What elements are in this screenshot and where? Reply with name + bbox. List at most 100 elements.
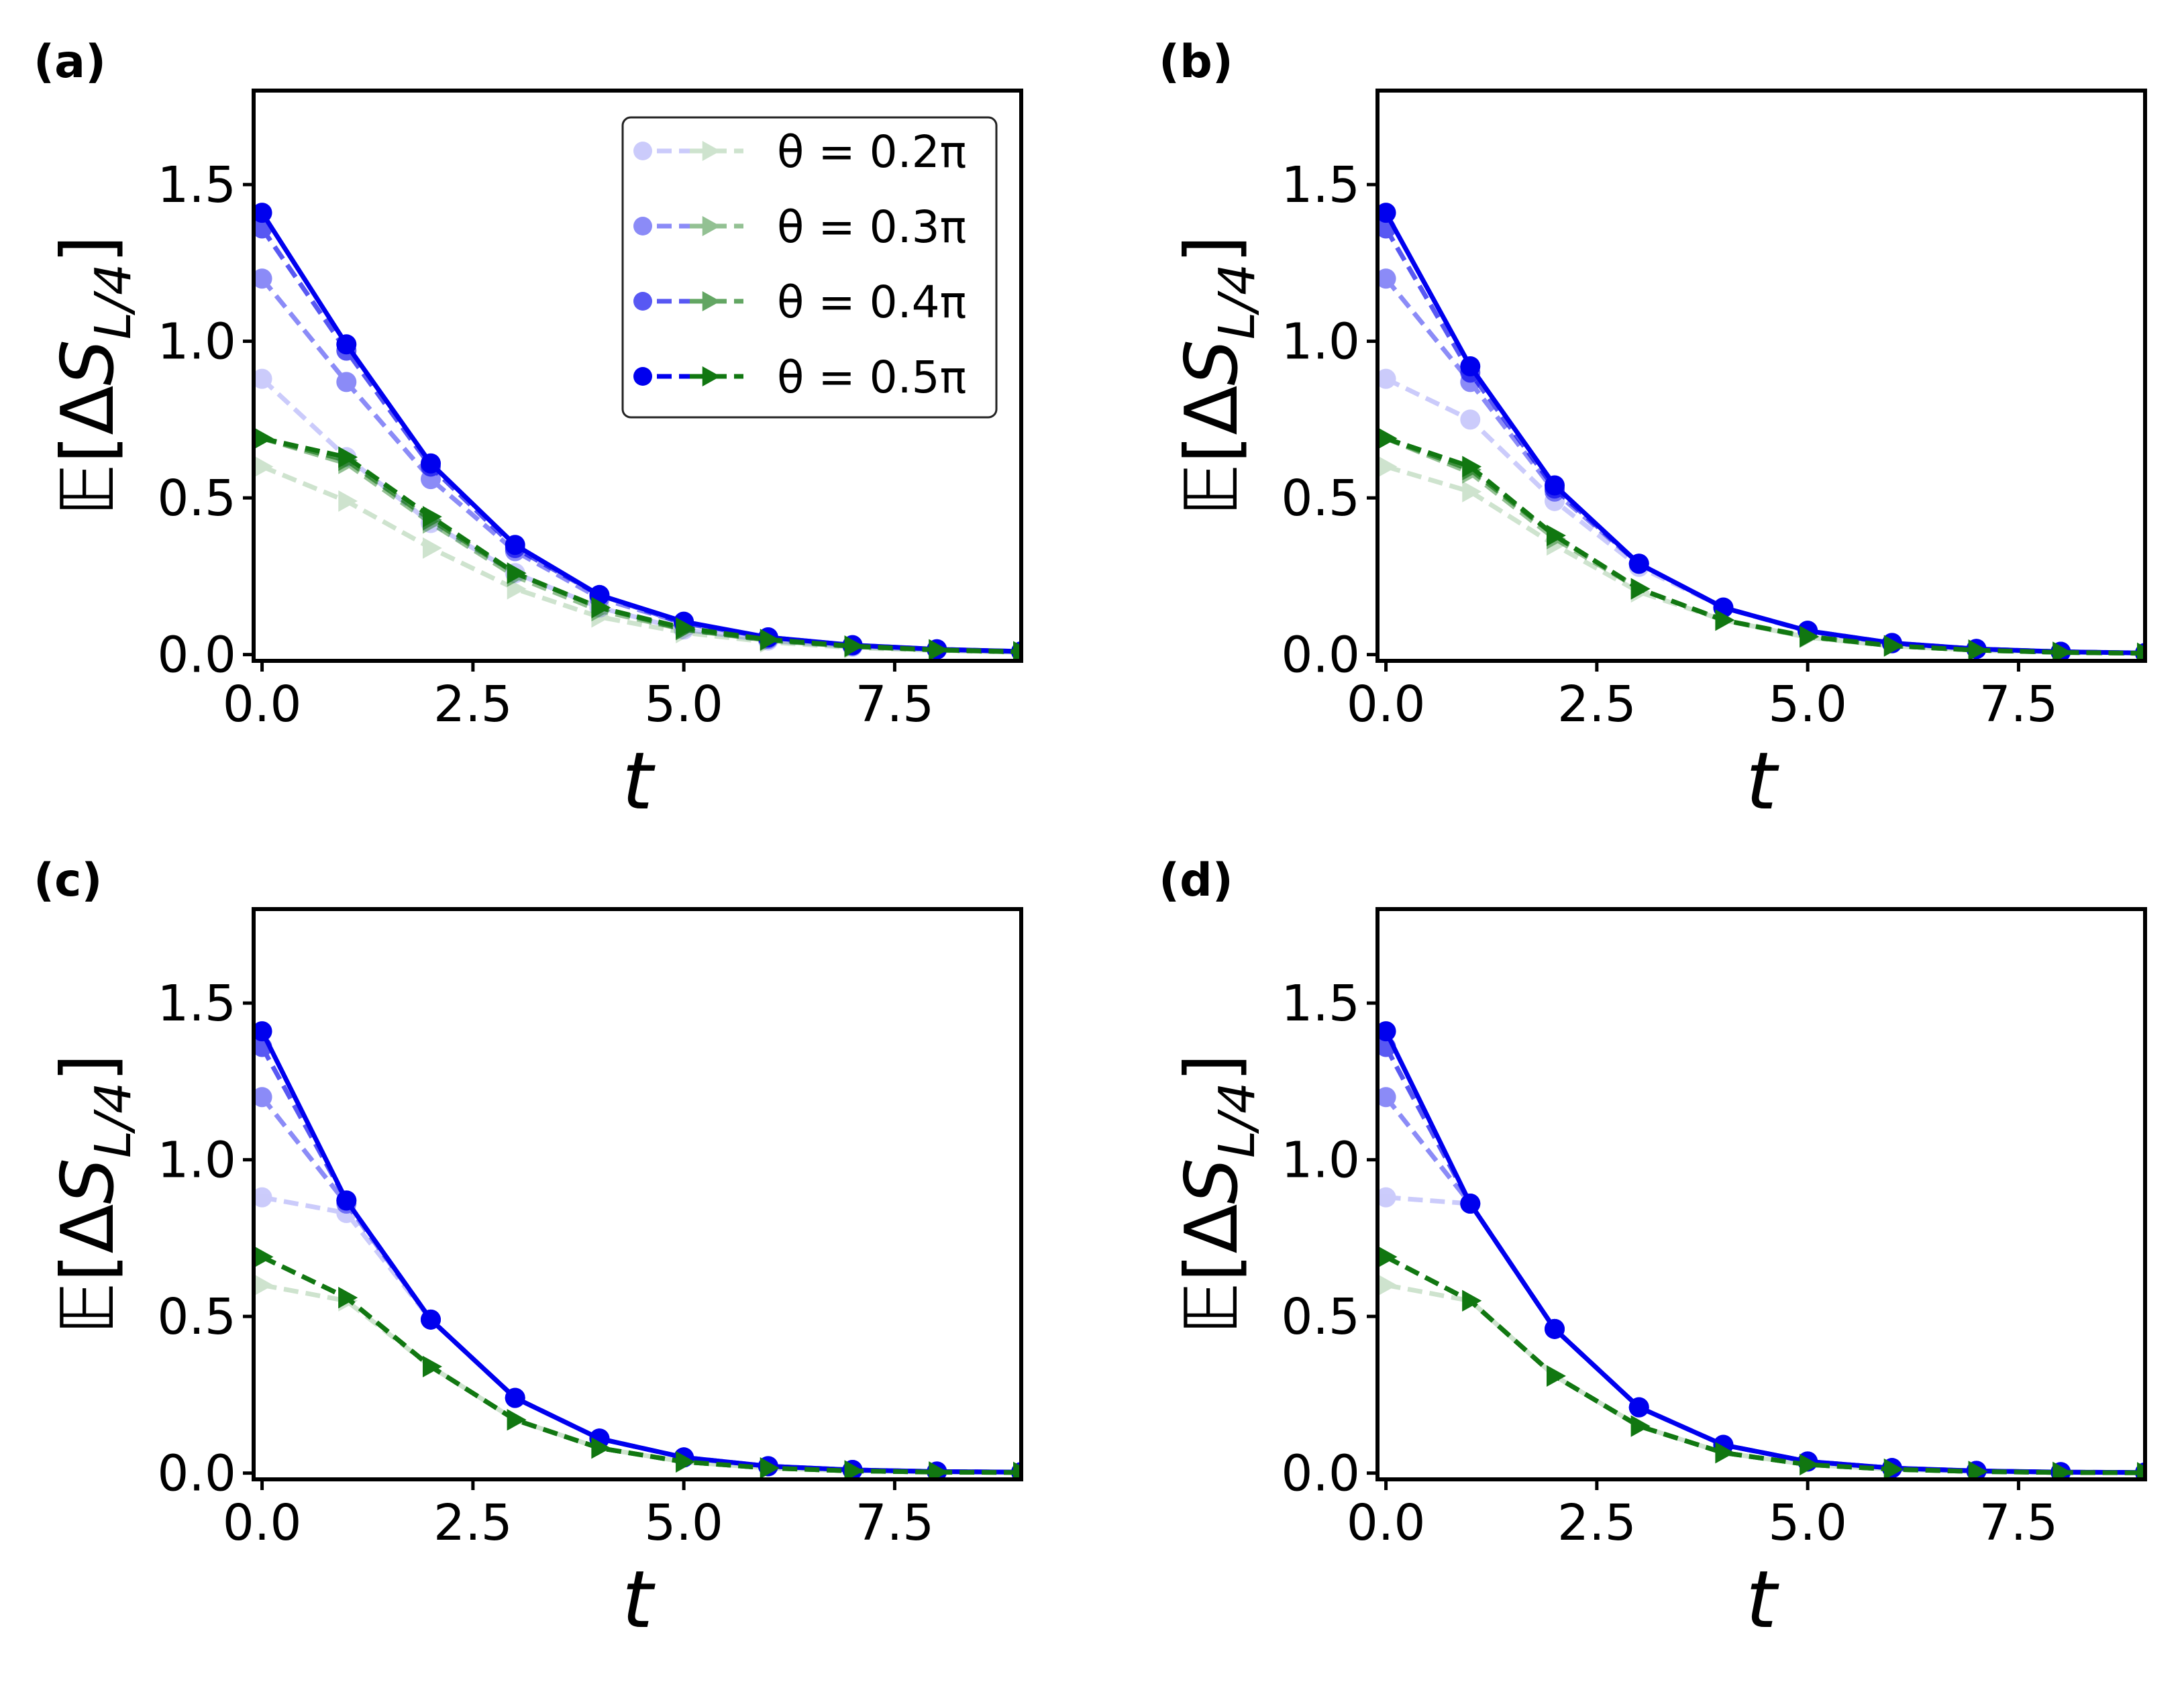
x-tick-label: 7.5 xyxy=(1979,676,2059,733)
y-tick-label: 0.5 xyxy=(157,1288,236,1346)
data-point-triangle xyxy=(591,596,611,619)
series-line xyxy=(261,435,1021,654)
axes-frame xyxy=(252,89,1023,663)
series-line xyxy=(261,464,1021,655)
series-blue-circle-theta-0.3 xyxy=(254,1087,1021,1479)
x-tick-label: 2.5 xyxy=(433,676,513,733)
data-point-circle xyxy=(421,453,441,474)
data-point-circle xyxy=(1628,1397,1649,1418)
series-green-triangle-theta-0.3 xyxy=(254,427,1021,661)
series-line xyxy=(1385,436,2145,656)
data-point-triangle xyxy=(591,1437,611,1459)
data-point-circle xyxy=(254,203,272,223)
x-axis-label: t xyxy=(622,735,656,827)
data-point-circle xyxy=(505,535,525,556)
data-point-triangle xyxy=(760,1457,780,1479)
y-tick-label: 1.5 xyxy=(1281,156,1360,214)
data-point-triangle xyxy=(1377,1246,1398,1268)
data-point-triangle xyxy=(760,629,780,651)
data-point-triangle xyxy=(676,1451,695,1473)
data-point-triangle xyxy=(844,1460,864,1479)
x-tick-label: 2.5 xyxy=(433,1494,513,1552)
legend-marker-circle xyxy=(633,292,652,311)
series-line xyxy=(1384,1255,2145,1475)
data-point-triangle xyxy=(1462,456,1482,478)
data-point-circle xyxy=(1460,356,1481,376)
panel-label: (c) xyxy=(34,854,102,907)
legend-entry-theta-0.2 xyxy=(633,141,743,161)
series-line xyxy=(1384,211,2145,655)
x-tick-label: 7.5 xyxy=(855,1494,935,1552)
legend-marker-triangle xyxy=(702,291,721,311)
data-point-triangle xyxy=(507,1409,527,1431)
x-axis-label: t xyxy=(622,1553,656,1646)
y-tick-label: 1.0 xyxy=(157,313,236,371)
data-point-triangle xyxy=(423,537,442,559)
series-green-triangle-theta-0.5 xyxy=(254,427,1021,661)
y-axis-label: 𝔼[ΔSL/4] xyxy=(46,1054,142,1335)
series-green-triangle-theta-0.2 xyxy=(254,1274,1021,1479)
data-point-circle xyxy=(336,334,357,355)
y-tick-label: 1.5 xyxy=(157,156,236,214)
data-point-triangle xyxy=(2052,1461,2073,1479)
x-axis-label: t xyxy=(1746,1553,1779,1646)
data-point-circle xyxy=(1460,409,1481,430)
panel-d: (d) 0.0 2.5 5.0 7.5 0.0 0.5 1.0 1.5 t 𝔼[ΔSL/4] xyxy=(1159,854,2147,1646)
x-tick-label: 2.5 xyxy=(1557,1494,1636,1552)
series-blue-circle-theta-0.3 xyxy=(1377,1087,2145,1479)
y-tick-label: 0.0 xyxy=(157,1445,236,1503)
data-point-triangle xyxy=(1883,1459,1904,1479)
series-line xyxy=(1384,1045,2145,1475)
data-point-circle xyxy=(254,268,272,289)
series-green-triangle-theta-0.3 xyxy=(1377,1246,2145,1479)
data-point-triangle xyxy=(2052,641,2073,661)
legend-marker-triangle xyxy=(702,366,721,386)
data-point-triangle xyxy=(1377,456,1398,478)
x-tick-label: 0.0 xyxy=(1347,1494,1426,1552)
panel-c: (c) 0.0 2.5 5.0 7.5 0.0 0.5 1.0 1.5 t 𝔼[ΔSL/4] xyxy=(34,854,1023,1646)
x-tick-label: 7.5 xyxy=(1979,1494,2059,1552)
data-point-triangle xyxy=(1462,1289,1482,1312)
data-point-triangle xyxy=(1547,1365,1566,1387)
series-line xyxy=(260,211,1021,654)
data-point-triangle xyxy=(929,639,949,661)
plot-area xyxy=(1377,1021,2145,1479)
x-tick-label: 0.0 xyxy=(223,1494,302,1552)
series-blue-circle-theta-0.5 xyxy=(1377,203,2145,661)
data-point-circle xyxy=(336,1190,357,1211)
data-point-triangle xyxy=(1462,480,1482,503)
y-tick-label: 1.5 xyxy=(157,975,236,1033)
series-blue-circle-theta-0.2 xyxy=(1377,1187,2145,1479)
series-green-triangle-theta-0.2 xyxy=(254,456,1021,661)
data-point-circle xyxy=(1377,368,1396,389)
x-axis-label: t xyxy=(1746,735,1779,827)
series-line xyxy=(1384,1255,2145,1475)
legend-label: θ = 0.2π xyxy=(777,126,966,178)
legend-box xyxy=(621,116,998,419)
data-point-circle xyxy=(421,1309,441,1330)
series-green-triangle-theta-0.4 xyxy=(1377,1246,2145,1479)
data-point-triangle xyxy=(1968,1461,1988,1479)
panel-label: (a) xyxy=(34,36,106,89)
data-point-triangle xyxy=(423,506,442,528)
data-point-triangle xyxy=(254,1246,274,1268)
data-point-triangle xyxy=(1630,578,1651,600)
y-tick-label: 0.5 xyxy=(1281,1288,1360,1346)
legend-label: θ = 0.5π xyxy=(777,352,966,403)
series-line xyxy=(1384,1255,2145,1475)
x-tick-label: 5.0 xyxy=(1768,1494,1847,1552)
data-point-triangle xyxy=(1800,1454,1819,1476)
series-blue-circle-theta-0.5 xyxy=(254,1021,1021,1479)
panel-label: (b) xyxy=(1159,36,1233,89)
data-point-circle xyxy=(1377,1021,1396,1042)
series-line xyxy=(260,1096,1021,1475)
data-point-triangle xyxy=(1547,525,1566,547)
series-blue-circle-theta-0.5 xyxy=(1377,1021,2145,1479)
series-green-triangle-theta-0.5 xyxy=(1377,427,2145,661)
plot-area xyxy=(1377,203,2145,661)
data-point-triangle xyxy=(423,1355,442,1377)
y-tick-label: 0.5 xyxy=(1281,470,1360,527)
series-line xyxy=(1384,227,2145,655)
data-point-triangle xyxy=(338,446,358,468)
